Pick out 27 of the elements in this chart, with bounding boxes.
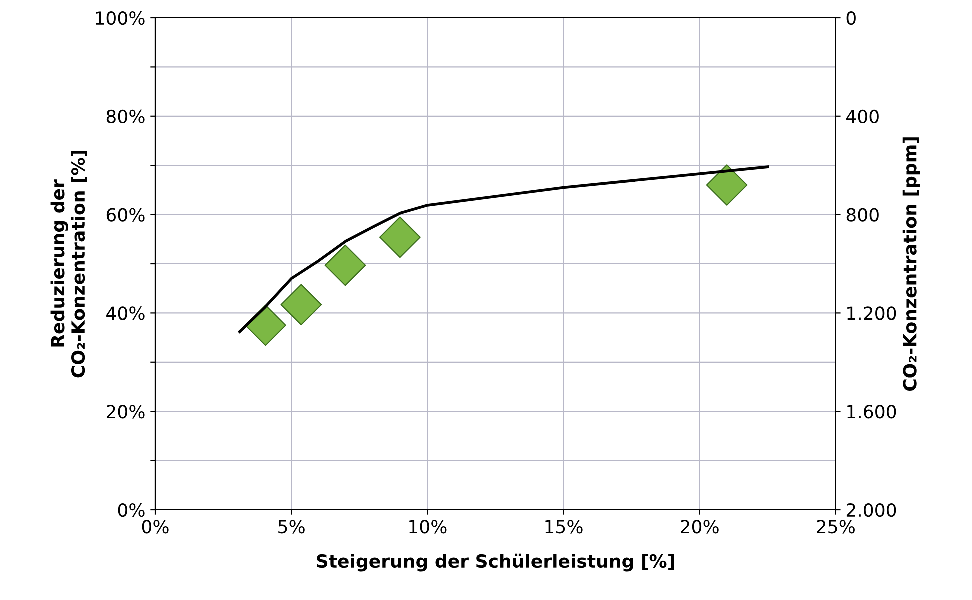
y2-tick-label: 400 [846, 110, 879, 124]
point [245, 304, 286, 346]
x-tick-label: 25% [817, 520, 855, 534]
y-tick-label: 40% [106, 306, 145, 320]
line-series [238, 166, 770, 334]
x-tick-label: 10% [410, 520, 447, 534]
point [324, 244, 366, 286]
y-tick-label: 80% [106, 110, 145, 124]
y2-tick-label: 2.000 [846, 503, 896, 518]
x-tick-label: 20% [681, 520, 719, 534]
y2-tick-label: 800 [846, 208, 879, 222]
point [280, 284, 322, 326]
y-tick-label: 20% [106, 405, 145, 419]
x-axis-title: Steigerung der Schülerleistung [%] [317, 554, 674, 572]
y-axis-title: Reduzierung der CO₂-Konzentration [%] [50, 150, 88, 378]
x-tick-label: 15% [546, 520, 583, 534]
y2-tick-label: 1.600 [848, 405, 896, 419]
x-tick-label: 5% [278, 520, 305, 534]
point [380, 216, 421, 258]
y-tick-label: 60% [106, 208, 145, 222]
y2-tick-label: 0 [846, 11, 856, 26]
y2-axis-title: CO₂-Konzentration [ppm] [902, 138, 920, 391]
x-tick-label: 0% [142, 520, 169, 534]
y-tick-label: 100% [96, 11, 145, 26]
y-tick-label: 0% [118, 503, 145, 518]
y2-tick-label: 1.200 [848, 306, 896, 320]
point [706, 164, 748, 206]
